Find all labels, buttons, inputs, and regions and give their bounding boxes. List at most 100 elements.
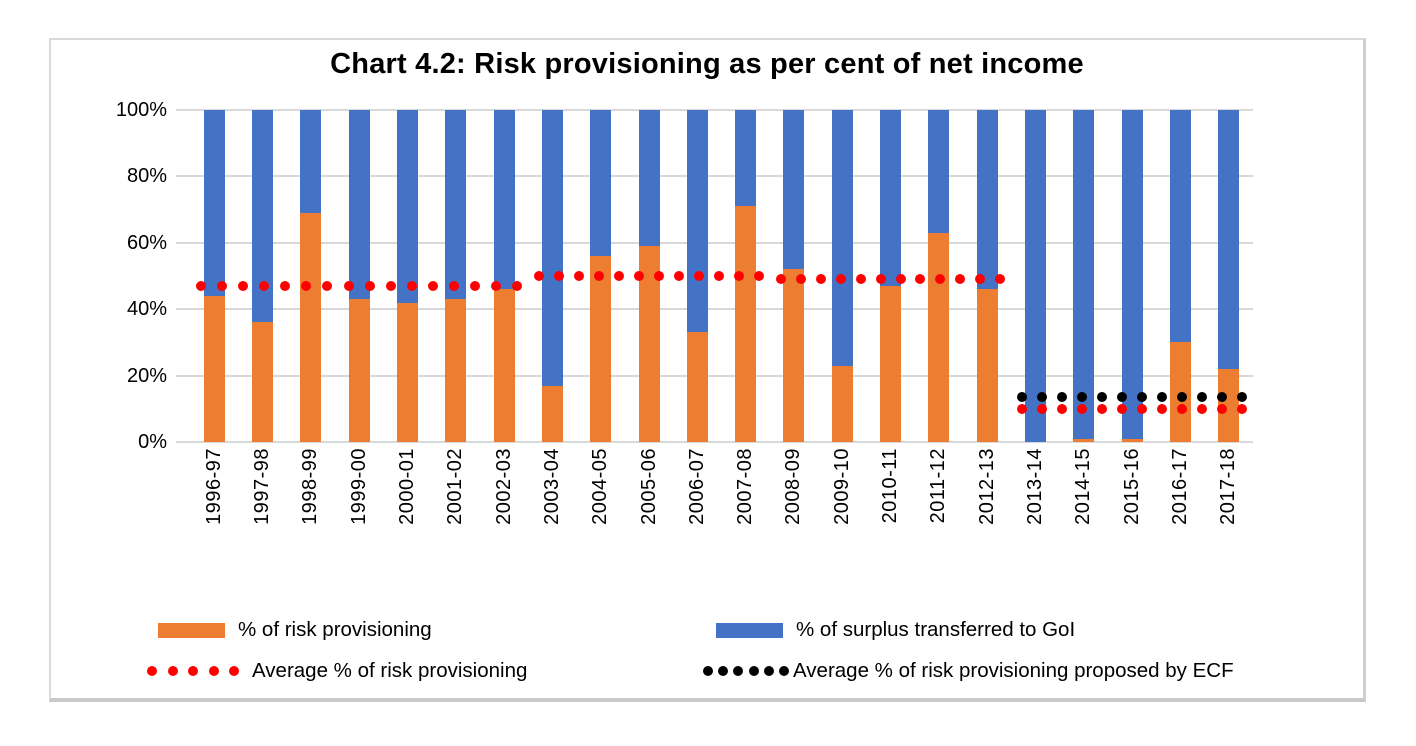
risk-provisioning-segment (590, 256, 612, 442)
stacked-bar-2001-02 (445, 110, 467, 442)
stacked-bar-2017-18 (1218, 110, 1240, 442)
average-dots-segment (534, 271, 764, 281)
average-dot-icon (633, 271, 644, 281)
average-dot-icon (259, 280, 270, 291)
risk-provisioning-segment (541, 385, 563, 442)
average-dot-icon (1137, 403, 1148, 414)
average-dot-icon (855, 274, 866, 285)
surplus-segment (976, 110, 998, 290)
risk-provisioning-segment (686, 332, 708, 442)
average-dot-icon (693, 271, 704, 281)
average-dot-icon (1077, 392, 1088, 403)
risk-provisioning-segment (880, 285, 902, 442)
risk-provisioning-segment (1073, 438, 1095, 442)
x-axis-label: 2014-15 (1072, 448, 1095, 525)
x-axis-label: 1997-98 (250, 448, 273, 525)
x-axis-label: 2017-18 (1217, 448, 1240, 525)
x-axis-label: 2004-05 (589, 448, 612, 525)
x-axis-label: 2007-08 (734, 448, 757, 525)
surplus-segment (348, 110, 370, 300)
average-dot-icon (1236, 392, 1247, 403)
legend-swatch-surplus-goi (716, 622, 783, 638)
average-dot-icon (1097, 392, 1108, 403)
average-dot-icon (196, 280, 206, 291)
legend-dots-average-ecf (703, 666, 789, 676)
x-axis-label: 1999-00 (347, 448, 370, 525)
gridline (176, 374, 1253, 377)
risk-provisioning-segment (976, 289, 998, 442)
average-dot-icon (343, 280, 354, 291)
surplus-segment (251, 110, 273, 323)
black-dot-icon (703, 666, 713, 676)
average-dot-icon (775, 274, 786, 285)
red-dot-icon (188, 666, 198, 676)
risk-provisioning-segment (831, 365, 853, 442)
black-dot-icon (733, 666, 744, 676)
stacked-bar-2002-03 (493, 110, 515, 442)
x-axis-label: 1996-97 (202, 448, 225, 525)
legend-dots-average-risk-provisioning (147, 666, 239, 676)
legend-item-average-ecf: Average % of risk provisioning proposed … (703, 659, 1234, 683)
average-dot-icon (1057, 403, 1068, 414)
risk-provisioning-segment (928, 232, 950, 442)
stacked-bar-2004-05 (590, 110, 612, 442)
average-dot-icon (1196, 403, 1207, 414)
risk-provisioning-segment (735, 206, 757, 442)
average-dot-icon (574, 271, 585, 281)
average-dot-icon (614, 271, 625, 281)
x-axis-label: 2000-01 (395, 448, 418, 525)
surplus-segment (1073, 110, 1095, 439)
stacked-bar-2007-08 (735, 110, 757, 442)
average-dot-icon (955, 274, 966, 285)
surplus-segment (1170, 110, 1192, 343)
average-dot-icon (491, 280, 502, 291)
y-axis-tick-label: 80% (126, 165, 167, 188)
average-dot-icon (753, 271, 764, 281)
average-dot-icon (280, 280, 291, 291)
stacked-bar-1997-98 (251, 110, 273, 442)
average-dot-icon (653, 271, 664, 281)
x-axis-label: 2011-12 (927, 448, 950, 524)
legend-item-average-risk-provisioning: Average % of risk provisioning (147, 659, 527, 683)
x-axis-label: 2001-02 (444, 448, 467, 525)
average-dot-icon (594, 271, 605, 281)
x-axis-label: 2006-07 (685, 448, 708, 525)
average-dots-segment (1017, 403, 1247, 414)
stacked-bar-2009-10 (831, 110, 853, 442)
surplus-segment (203, 110, 225, 296)
gridline (176, 441, 1253, 443)
average-dot-icon (385, 280, 396, 291)
surplus-segment (445, 110, 467, 300)
legend-label-average-risk-provisioning: Average % of risk provisioning (252, 659, 528, 682)
y-axis-tick-label: 60% (126, 231, 167, 254)
average-dot-icon (554, 271, 565, 281)
stacked-bar-1999-00 (348, 110, 370, 442)
red-dot-icon (229, 666, 239, 676)
risk-provisioning-segment (493, 289, 515, 442)
y-axis-tick-label: 0% (138, 431, 167, 453)
surplus-segment (928, 110, 950, 233)
risk-provisioning-segment (445, 299, 467, 442)
average-dot-icon (795, 274, 806, 285)
x-axis-label: 2008-09 (782, 448, 805, 525)
average-dot-icon (1117, 392, 1128, 403)
average-dot-icon (733, 271, 744, 281)
surplus-segment (831, 110, 853, 366)
gridline (176, 175, 1253, 178)
y-axis-tick-label: 100% (115, 99, 167, 121)
risk-provisioning-segment (300, 212, 322, 442)
average-dot-icon (815, 274, 826, 285)
risk-provisioning-segment (348, 299, 370, 442)
x-axis-label: 2012-13 (975, 448, 998, 525)
average-dot-icon (875, 274, 886, 285)
stacked-bar-2015-16 (1121, 110, 1143, 442)
red-dot-icon (167, 666, 178, 676)
average-dot-icon (301, 280, 312, 291)
y-axis-tick-label: 40% (126, 298, 167, 321)
surplus-segment (1025, 110, 1047, 442)
stacked-bar-2003-04 (541, 110, 563, 442)
x-axis-label: 2010-11 (879, 448, 902, 524)
average-dot-icon (975, 274, 986, 285)
average-dot-icon (1157, 403, 1168, 414)
